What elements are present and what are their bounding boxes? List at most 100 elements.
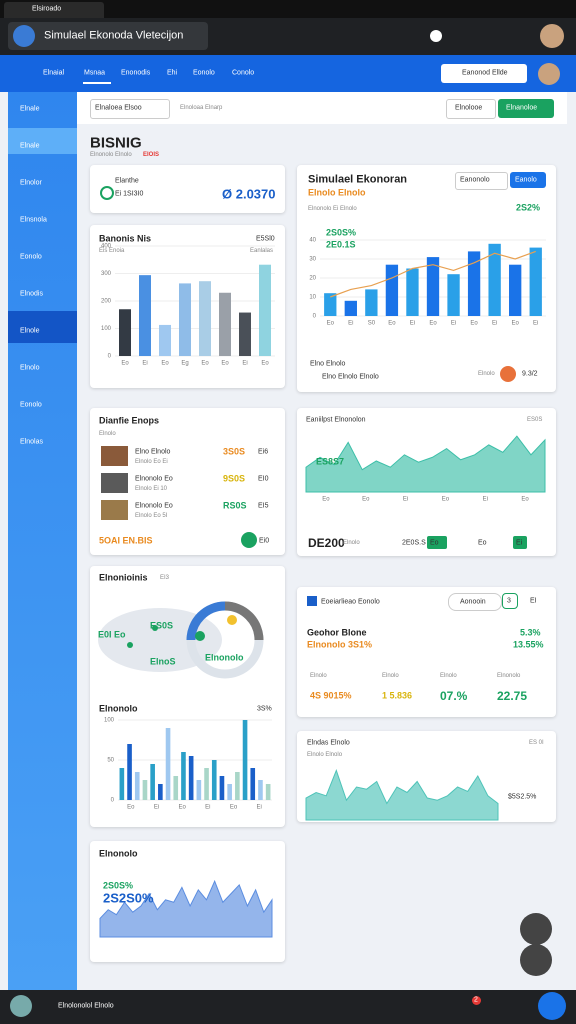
annotation: 2S0S%: [103, 880, 134, 891]
x-tick-label: Eo: [230, 805, 238, 811]
footer-value: DE200: [308, 536, 345, 550]
nav-underline: [83, 82, 111, 84]
nav-item: Eonolo: [193, 69, 215, 77]
icon: [500, 366, 516, 382]
avatar[interactable]: [538, 63, 560, 85]
sidebar-item: Elnodis: [20, 290, 43, 298]
x-tick-label: Ei: [205, 805, 210, 811]
bar: [385, 264, 399, 316]
corner-sub: Eanlalas: [250, 248, 274, 254]
x-tick-label: Eo: [388, 321, 396, 327]
sidebar-selected: [8, 311, 77, 343]
bar: [196, 780, 202, 800]
x-tick-label: Eo: [121, 361, 129, 367]
footer-label: Elnolo: [478, 371, 495, 377]
bar: [119, 768, 125, 800]
avatar[interactable]: [540, 24, 564, 48]
bar: [344, 300, 357, 316]
button-label: Eanonod Ellde: [462, 69, 508, 77]
sidebar-item: Eonolo: [20, 253, 42, 261]
stat-label: Elnonolo: [497, 673, 521, 679]
stat-label: Geohor Blone: [307, 627, 367, 638]
bar: [159, 324, 171, 356]
chip-label: Eo: [478, 539, 487, 547]
icon[interactable]: [430, 30, 442, 42]
fab[interactable]: [520, 944, 552, 976]
x-tick-label: Ei: [403, 497, 408, 503]
stat-label: Elnolo: [310, 673, 327, 679]
bar: [119, 309, 131, 356]
dropdown[interactable]: [90, 99, 170, 119]
y-tick-label: 100: [104, 718, 115, 724]
annotation: 2E0.1S: [326, 239, 356, 250]
page-subtitle: Elnonolo Elnolo: [90, 152, 132, 158]
row-sub: Elnolo Ei 10: [135, 486, 168, 492]
x-tick-label: Eo: [521, 497, 529, 503]
bar: [139, 275, 151, 356]
row-value: 9S0S: [223, 473, 246, 484]
x-tick-label: Eo: [161, 361, 169, 367]
nav-item: Elnaial: [43, 69, 65, 77]
bar: [258, 780, 263, 800]
bar: [142, 780, 148, 800]
annotation: 2S0S%: [326, 227, 357, 238]
button[interactable]: [510, 172, 546, 188]
badge: [472, 996, 481, 1005]
bar: [239, 312, 251, 356]
x-tick-label: Eo: [362, 497, 370, 503]
avatar[interactable]: [13, 25, 35, 47]
x-tick-label: Ei: [410, 321, 415, 327]
x-tick-label: Eo: [429, 321, 437, 327]
x-tick-label: Ei: [154, 805, 159, 811]
map-label: ES0S: [150, 620, 174, 631]
button-label: 3: [507, 597, 511, 605]
x-tick-label: Ei: [483, 497, 488, 503]
button[interactable]: [448, 593, 502, 611]
button[interactable]: [502, 593, 518, 609]
stat-value: 22.75: [497, 689, 528, 703]
bar: [426, 257, 440, 316]
x-tick-label: Eo: [178, 805, 186, 811]
bar: [211, 760, 217, 800]
x-tick-label: Ei: [256, 805, 261, 811]
sidebar-item: Elnale: [20, 105, 40, 113]
bar: [134, 772, 140, 800]
card-title: Elnonolo: [99, 848, 138, 859]
browser-tab[interactable]: [4, 2, 104, 18]
row-value: EI5: [258, 502, 269, 510]
chip-label: Eo: [430, 539, 439, 547]
bar: [447, 274, 460, 316]
bar: [406, 268, 419, 316]
fab[interactable]: [520, 913, 552, 945]
bar: [509, 264, 522, 316]
x-tick-label: Ei: [142, 361, 147, 367]
row-sub: Elnolo Eo 5I: [135, 513, 168, 519]
badge: EI3: [160, 575, 170, 581]
button[interactable]: [498, 99, 554, 118]
area: [305, 769, 499, 821]
bar: [242, 720, 248, 800]
address-box[interactable]: [8, 22, 208, 50]
nav-item: Enonodis: [121, 69, 151, 77]
stat-label: Elnolo: [440, 673, 457, 679]
button-label: Elnanoloe: [506, 104, 538, 112]
row-value: EI0: [258, 475, 269, 483]
y-tick-label: 0: [111, 798, 115, 804]
tag: EIOIS: [143, 152, 160, 158]
row-value: RS0S: [223, 500, 247, 511]
button-label: Elnolooe: [455, 104, 483, 112]
fab[interactable]: [538, 992, 566, 1020]
avatar[interactable]: [10, 995, 32, 1017]
sidebar-item: Eonolo: [20, 401, 42, 409]
stat-value: 1 5.836: [382, 690, 413, 701]
button[interactable]: [446, 99, 496, 119]
y-tick-label: 0: [313, 314, 317, 320]
x-tick-label: Ei: [242, 361, 247, 367]
thumbnail: [101, 500, 128, 520]
button[interactable]: [455, 172, 508, 190]
x-tick-label: Ei: [348, 321, 353, 327]
map-label: ElnoS: [150, 656, 176, 667]
nav-button[interactable]: [441, 64, 527, 83]
